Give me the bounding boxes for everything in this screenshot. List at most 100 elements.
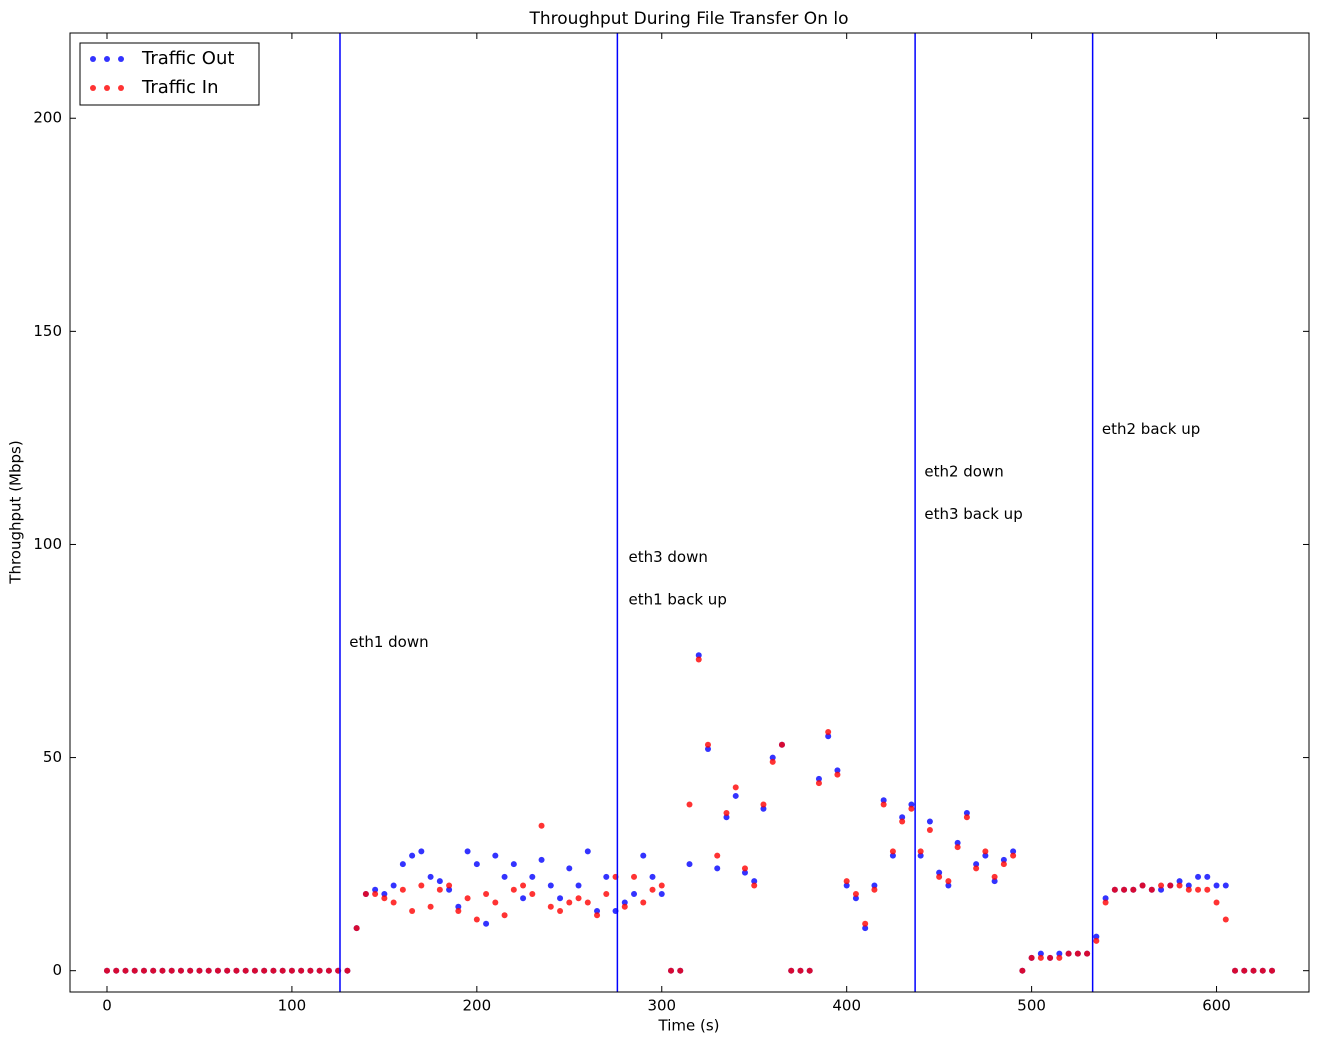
legend-marker xyxy=(118,85,124,91)
point xyxy=(973,861,980,868)
point xyxy=(741,865,748,872)
point xyxy=(778,741,785,748)
point xyxy=(510,861,517,868)
point xyxy=(815,780,822,787)
point xyxy=(362,890,369,897)
point xyxy=(399,861,406,868)
point xyxy=(899,814,906,821)
point xyxy=(603,873,610,880)
point xyxy=(1037,954,1044,961)
point xyxy=(741,869,748,876)
point xyxy=(409,908,416,915)
point xyxy=(1269,967,1276,974)
plot-frame xyxy=(69,32,1310,993)
point xyxy=(908,801,915,808)
point xyxy=(769,754,776,761)
point xyxy=(723,809,730,816)
legend-marker xyxy=(90,85,96,91)
x-tick-label: 300 xyxy=(647,997,676,1015)
point xyxy=(1093,933,1100,940)
point xyxy=(122,967,129,974)
point xyxy=(464,895,471,902)
y-axis-label: Throughput (Mbps) xyxy=(7,440,25,584)
point xyxy=(649,873,656,880)
point xyxy=(353,925,360,932)
point xyxy=(1185,886,1192,893)
point xyxy=(945,878,952,885)
point xyxy=(917,852,924,859)
point xyxy=(732,792,739,799)
point xyxy=(381,895,388,902)
point xyxy=(797,967,804,974)
point xyxy=(991,878,998,885)
point xyxy=(1158,886,1165,893)
point xyxy=(464,848,471,855)
point xyxy=(1195,873,1202,880)
point xyxy=(880,797,887,804)
point xyxy=(538,856,545,863)
point xyxy=(298,967,305,974)
point xyxy=(954,839,961,846)
point xyxy=(483,890,490,897)
point xyxy=(427,903,434,910)
point xyxy=(677,967,684,974)
point xyxy=(889,852,896,859)
point xyxy=(446,882,453,889)
point xyxy=(1204,886,1211,893)
point xyxy=(1000,861,1007,868)
point xyxy=(418,848,425,855)
point xyxy=(973,865,980,872)
point xyxy=(492,852,499,859)
point xyxy=(760,801,767,808)
point xyxy=(538,822,545,829)
point xyxy=(991,873,998,880)
point xyxy=(159,967,166,974)
x-axis-label: Time (s) xyxy=(658,1017,720,1035)
point xyxy=(1010,848,1017,855)
point xyxy=(575,882,582,889)
point xyxy=(751,878,758,885)
x-tick-label: 200 xyxy=(463,997,492,1015)
point xyxy=(418,882,425,889)
point xyxy=(899,818,906,825)
point xyxy=(825,733,832,740)
annotation: eth1 back up xyxy=(628,590,726,608)
point xyxy=(344,967,351,974)
point xyxy=(529,890,536,897)
point xyxy=(704,741,711,748)
point xyxy=(1185,882,1192,889)
point xyxy=(714,852,721,859)
point xyxy=(982,852,989,859)
point xyxy=(547,903,554,910)
point xyxy=(325,967,332,974)
point xyxy=(1056,954,1063,961)
point xyxy=(871,882,878,889)
x-tick-label: 0 xyxy=(102,997,112,1015)
point xyxy=(492,899,499,906)
point xyxy=(409,852,416,859)
point xyxy=(251,967,258,974)
y-tick-label: 0 xyxy=(52,961,62,979)
point xyxy=(575,895,582,902)
point xyxy=(270,967,277,974)
point xyxy=(1074,950,1081,957)
point xyxy=(1176,882,1183,889)
y-tick-label: 50 xyxy=(43,748,62,766)
point xyxy=(686,861,693,868)
point xyxy=(390,882,397,889)
legend-marker xyxy=(104,85,110,91)
point xyxy=(880,801,887,808)
point xyxy=(834,767,841,774)
point xyxy=(640,852,647,859)
point xyxy=(455,903,462,910)
point xyxy=(815,775,822,782)
point xyxy=(954,844,961,851)
point xyxy=(723,814,730,821)
point xyxy=(131,967,138,974)
point xyxy=(372,886,379,893)
point xyxy=(196,967,203,974)
point xyxy=(510,886,517,893)
point xyxy=(649,886,656,893)
point xyxy=(113,967,120,974)
point xyxy=(695,656,702,663)
